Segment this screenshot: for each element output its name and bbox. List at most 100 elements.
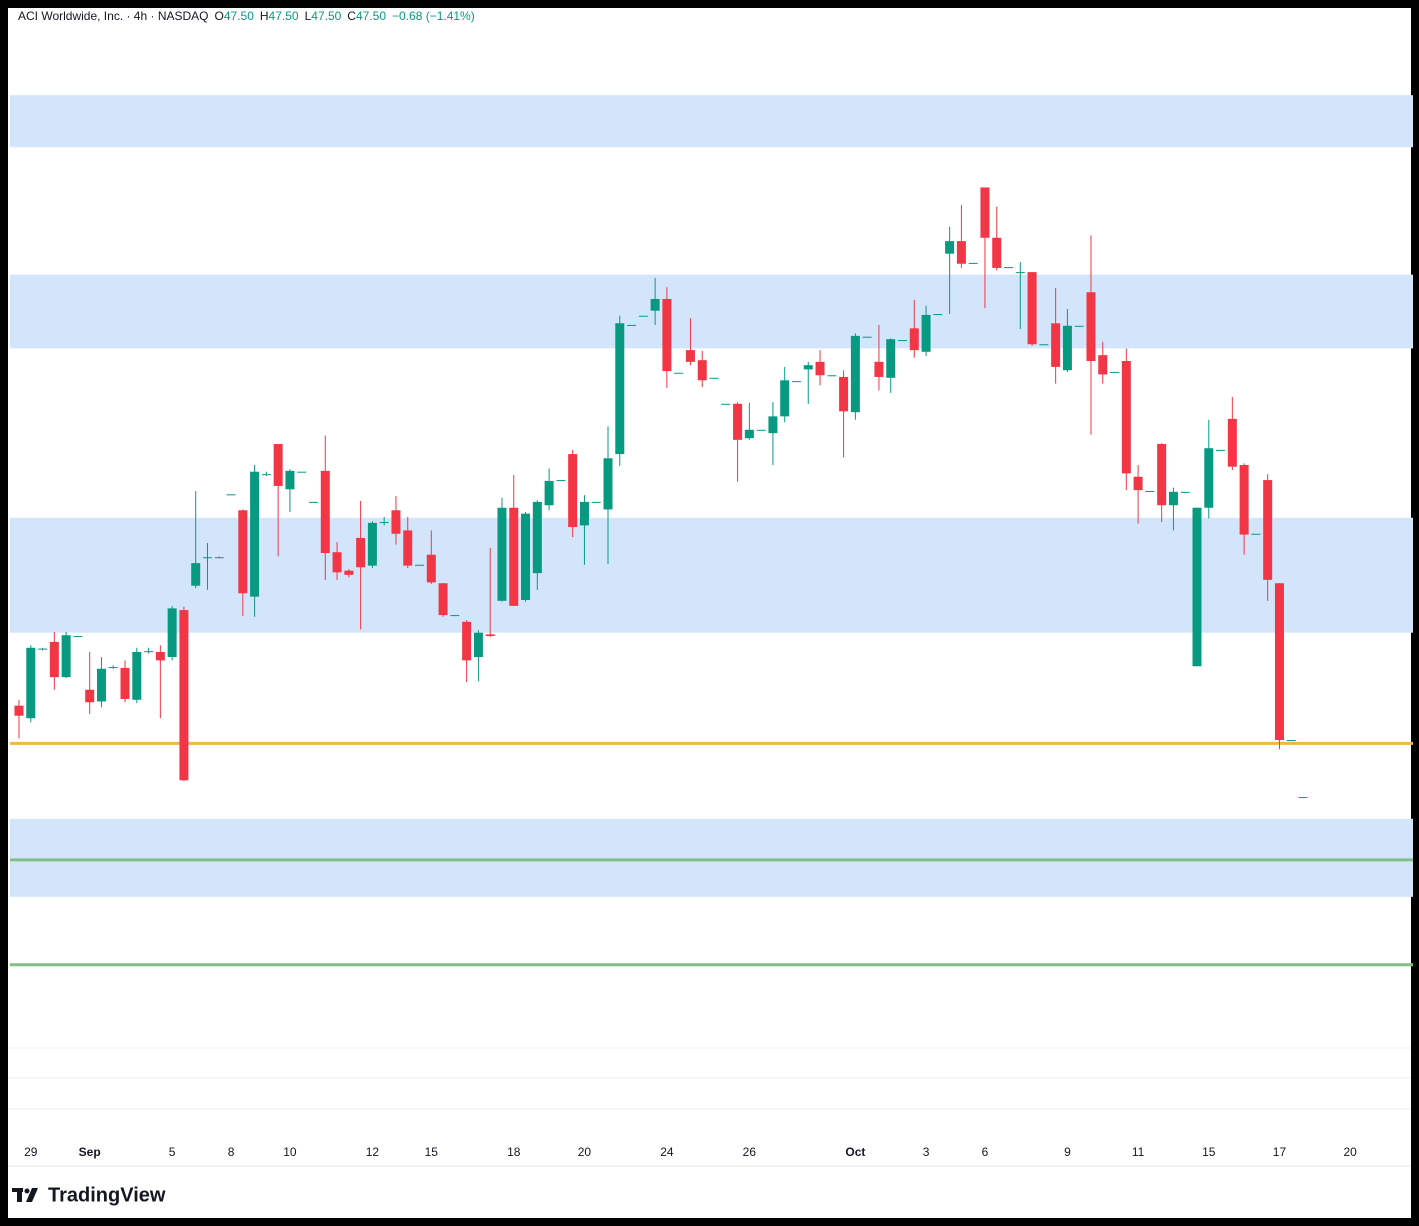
candle-body bbox=[791, 381, 801, 383]
candle-body bbox=[1239, 464, 1249, 535]
candle-body bbox=[874, 361, 884, 377]
zone bbox=[10, 517, 1413, 633]
candle-body bbox=[827, 375, 837, 377]
candle-body bbox=[26, 647, 36, 719]
candle-body bbox=[1004, 267, 1014, 269]
candle-body bbox=[214, 557, 224, 559]
candle-body bbox=[403, 530, 413, 566]
price-change: −0.68 (−1.41%) bbox=[392, 9, 475, 23]
candle-body bbox=[544, 480, 554, 506]
x-tick-label: 20 bbox=[578, 1145, 592, 1159]
candle-body bbox=[1180, 491, 1190, 493]
candle-body bbox=[38, 648, 48, 650]
candle-body bbox=[1121, 361, 1131, 474]
candle-body bbox=[261, 474, 271, 476]
x-tick-label: 12 bbox=[366, 1145, 380, 1159]
candle-body bbox=[650, 298, 660, 311]
candle-body bbox=[862, 336, 872, 338]
candle-body bbox=[391, 510, 401, 534]
candle-body bbox=[73, 636, 83, 638]
x-tick-label: 17 bbox=[1273, 1145, 1287, 1159]
ohlc-key: O bbox=[214, 9, 224, 23]
candle-body bbox=[850, 335, 860, 413]
candle-body bbox=[733, 403, 743, 440]
candle-body bbox=[956, 241, 966, 264]
candle-body bbox=[568, 454, 578, 528]
ohlc-key: H bbox=[259, 9, 269, 23]
candle-body bbox=[120, 667, 130, 699]
candle-body bbox=[485, 634, 495, 637]
candle-body bbox=[356, 537, 366, 568]
candle-body bbox=[1157, 444, 1167, 506]
ohlc-value: 47.50 bbox=[311, 9, 342, 23]
candle-body bbox=[744, 429, 754, 439]
logo bbox=[12, 1188, 38, 1202]
legend-header: ACI Worldwide, Inc. · 4h · NASDAQ O47.50 H… bbox=[18, 9, 475, 23]
x-tick-label: 3 bbox=[923, 1145, 930, 1159]
candle-body bbox=[721, 403, 731, 405]
candle-body bbox=[155, 651, 165, 661]
x-tick-label: 8 bbox=[228, 1145, 235, 1159]
candle-body bbox=[815, 361, 825, 376]
candle-body bbox=[1227, 418, 1237, 467]
x-tick-label: 29 bbox=[24, 1145, 38, 1159]
brand: TradingView bbox=[48, 1184, 166, 1206]
candle-body bbox=[96, 668, 106, 702]
candle-body bbox=[167, 608, 177, 658]
candle-body bbox=[1015, 272, 1025, 274]
candle-body bbox=[521, 513, 531, 600]
candle-body bbox=[662, 298, 672, 372]
candle-body bbox=[780, 380, 790, 417]
candle-body bbox=[379, 522, 389, 524]
candle-body bbox=[1074, 325, 1084, 327]
candle-body bbox=[933, 314, 943, 316]
candle-body bbox=[473, 632, 483, 658]
candle-body bbox=[1263, 480, 1273, 580]
candle-body bbox=[1098, 355, 1108, 375]
candle-body bbox=[191, 563, 201, 586]
candle-body bbox=[438, 583, 448, 616]
candle-body bbox=[674, 372, 684, 374]
x-tick-label: 20 bbox=[1343, 1145, 1357, 1159]
candle-body bbox=[1110, 371, 1120, 373]
candle-body bbox=[685, 350, 695, 362]
candle-body bbox=[202, 557, 212, 559]
candle-body bbox=[415, 564, 425, 566]
candle-body bbox=[426, 554, 436, 583]
candle-body bbox=[980, 187, 990, 238]
candle-body bbox=[697, 360, 707, 381]
zone bbox=[10, 818, 1413, 897]
symbol-title: ACI Worldwide, Inc. · 4h · NASDAQ bbox=[18, 9, 209, 23]
candle-body bbox=[968, 262, 978, 264]
candle-body bbox=[803, 365, 813, 370]
candle-body bbox=[367, 522, 377, 566]
candle-body bbox=[226, 494, 236, 496]
candle-body bbox=[250, 471, 260, 597]
candle-body bbox=[297, 471, 307, 473]
candle-body bbox=[1039, 344, 1049, 346]
x-tick-label: 9 bbox=[1064, 1145, 1071, 1159]
candle-body bbox=[132, 651, 142, 700]
candle-body bbox=[85, 689, 95, 703]
candle-body bbox=[839, 376, 849, 412]
candle-body bbox=[591, 501, 601, 503]
candle-body bbox=[309, 501, 318, 503]
candle-body bbox=[1168, 491, 1178, 506]
ohlc-key: L bbox=[304, 9, 312, 23]
candle-body bbox=[49, 641, 59, 678]
x-tick-label: 11 bbox=[1132, 1145, 1145, 1159]
candle-body bbox=[921, 314, 931, 352]
candle-body bbox=[14, 705, 24, 716]
candle-body bbox=[1062, 325, 1072, 371]
zone bbox=[10, 95, 1413, 148]
candle-body bbox=[1145, 490, 1155, 492]
candle-body bbox=[615, 323, 625, 455]
candle-body bbox=[285, 470, 295, 490]
candle-body bbox=[886, 339, 896, 378]
candle-body bbox=[603, 458, 613, 510]
candle-body bbox=[1086, 292, 1096, 362]
ohlc-key: C bbox=[347, 9, 356, 23]
ohlc-value: 47.50 bbox=[268, 9, 299, 23]
candle-body bbox=[273, 444, 283, 486]
